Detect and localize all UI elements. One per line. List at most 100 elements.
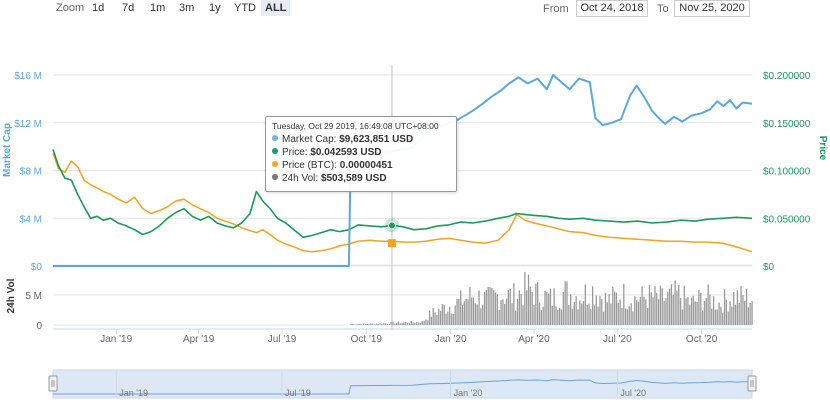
volume-bar [672,294,674,325]
volume-bar [439,310,442,325]
volume-bar [557,309,559,325]
volume-bar [454,305,456,325]
volume-bar [430,316,433,325]
volume-bar [526,290,528,325]
tooltip-date: Tuesday, Oct 29 2019, 16:49:08 UTC+08:00 [272,121,439,131]
zoom-button-1y[interactable]: 1y [209,2,221,14]
volume-bar [570,294,572,325]
navigator-left-handle[interactable] [48,375,58,392]
volume-bar [540,310,542,325]
volume-axis-title: 24h Vol [6,278,17,313]
volume-bar [359,323,361,325]
volume-bar [624,308,627,325]
volume-bar [549,288,552,325]
volume-bar [496,294,499,325]
zoom-label: Zoom [56,2,85,14]
zoom-button-3m[interactable]: 3m [179,2,195,14]
volume-bar [394,323,396,325]
volume-bar [701,310,704,325]
volume-bar [504,303,506,325]
volume-bar [537,282,539,325]
volume-bar [690,297,693,325]
volume-bar [551,305,553,325]
volume-bar [718,302,720,325]
volume-bar [621,308,623,325]
volume-bar [476,304,478,325]
volume-bar [604,292,607,325]
volume-bar [657,299,660,325]
volume-bar [377,324,379,325]
volume-bar [634,296,636,325]
tooltip-label: Market Cap: [282,134,337,145]
volume-bar [612,286,614,325]
volume-bar [392,321,394,325]
volume-bar [350,324,352,325]
volume-bar [357,324,359,325]
volume-bar [487,287,489,325]
volume-bar [410,320,412,325]
volume-bar [685,298,687,325]
volume-bar [738,302,740,325]
volume-bar [390,321,392,325]
volume-bar [535,283,537,325]
tooltip-row-price: Price: $0.042593 USD [272,146,450,159]
volume-bar [630,303,632,325]
navigator-tick-label: Jan '20 [454,388,483,398]
volume-bar [619,299,621,325]
navigator-right-handle[interactable] [747,375,757,392]
series-line-price [52,149,753,239]
volume-bar [388,323,390,325]
from-date-input[interactable] [576,0,648,17]
volume-bar [742,295,744,325]
volume-bar [445,313,447,325]
volume-bar [516,298,519,325]
volume-bar [416,321,418,325]
market-cap-dot-icon [272,135,278,141]
volume-bar [635,300,638,325]
volume-bar [471,297,473,325]
volume-bar [450,313,453,325]
volume-bar [368,324,370,325]
volume-bar [351,324,354,325]
left-axis-tick-label: $0 [31,262,43,273]
zoom-button-1m[interactable]: 1m [150,2,166,14]
volume-bar [571,308,574,325]
volume-bar [564,281,566,325]
volume-bar [602,311,605,325]
volume-bar [412,322,414,325]
volume-bar [751,301,753,325]
volume-bar [566,281,568,325]
zoom-button-ytd[interactable]: YTD [234,2,256,14]
volume-bar [659,285,662,325]
zoom-button-all[interactable]: ALL [261,0,291,16]
zoom-button-7d[interactable]: 7d [122,2,135,14]
tooltip-value: $503,589 USD [320,173,387,184]
volume-bar [606,302,608,325]
navigator-track [52,369,753,399]
volume-axis-tick-label: 0 [36,321,42,332]
volume-bar [696,302,698,325]
volume-bar [705,298,707,325]
zoom-button-1d[interactable]: 1d [92,2,105,14]
volume-bar [668,288,671,325]
volume-bar [529,286,531,325]
volume-bar [386,323,389,325]
volume-bar [641,286,643,325]
navigator[interactable]: Jan '19 Jul '19 Jan '20 Jul '20 [48,369,757,399]
volume-bar [720,306,722,325]
volume-bar [482,304,484,325]
volume-bar [652,297,654,325]
volume-bar [531,292,533,325]
volume-bar [366,323,368,325]
volume-bar [555,306,557,325]
volume-bar [469,286,471,325]
volume-bar [546,291,548,325]
to-date-input[interactable] [674,0,750,17]
volume-bar [441,304,444,325]
volume-bar [725,299,728,325]
volume-bar [694,301,696,325]
volume-bar [375,323,378,325]
volume-bar [520,294,522,325]
